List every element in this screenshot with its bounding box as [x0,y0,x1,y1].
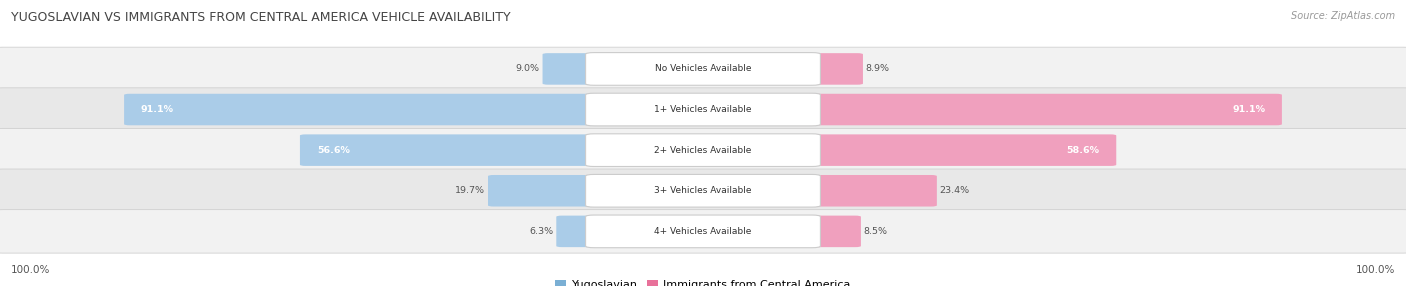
FancyBboxPatch shape [807,94,1282,125]
FancyBboxPatch shape [0,128,1406,172]
Text: 100.0%: 100.0% [1355,265,1395,275]
FancyBboxPatch shape [0,88,1406,131]
FancyBboxPatch shape [543,53,599,85]
Text: 3+ Vehicles Available: 3+ Vehicles Available [654,186,752,195]
Text: 2+ Vehicles Available: 2+ Vehicles Available [654,146,752,155]
FancyBboxPatch shape [557,216,599,247]
Legend: Yugoslavian, Immigrants from Central America: Yugoslavian, Immigrants from Central Ame… [551,275,855,286]
Text: 91.1%: 91.1% [141,105,174,114]
Text: 4+ Vehicles Available: 4+ Vehicles Available [654,227,752,236]
FancyBboxPatch shape [488,175,599,206]
FancyBboxPatch shape [0,169,1406,212]
FancyBboxPatch shape [807,216,860,247]
Text: 23.4%: 23.4% [939,186,970,195]
FancyBboxPatch shape [585,93,821,126]
Text: Source: ZipAtlas.com: Source: ZipAtlas.com [1291,11,1395,21]
FancyBboxPatch shape [807,53,863,85]
Text: 8.9%: 8.9% [866,64,890,74]
FancyBboxPatch shape [299,134,599,166]
Text: 58.6%: 58.6% [1066,146,1099,155]
FancyBboxPatch shape [585,215,821,248]
Text: 100.0%: 100.0% [11,265,51,275]
FancyBboxPatch shape [807,134,1116,166]
FancyBboxPatch shape [585,53,821,85]
Text: 6.3%: 6.3% [530,227,554,236]
Text: 1+ Vehicles Available: 1+ Vehicles Available [654,105,752,114]
Text: YUGOSLAVIAN VS IMMIGRANTS FROM CENTRAL AMERICA VEHICLE AVAILABILITY: YUGOSLAVIAN VS IMMIGRANTS FROM CENTRAL A… [11,11,510,24]
Text: 9.0%: 9.0% [516,64,540,74]
Text: No Vehicles Available: No Vehicles Available [655,64,751,74]
Text: 91.1%: 91.1% [1232,105,1265,114]
FancyBboxPatch shape [585,134,821,166]
FancyBboxPatch shape [0,47,1406,91]
FancyBboxPatch shape [585,174,821,207]
Text: 56.6%: 56.6% [316,146,350,155]
FancyBboxPatch shape [807,175,936,206]
FancyBboxPatch shape [0,210,1406,253]
Text: 19.7%: 19.7% [456,186,485,195]
FancyBboxPatch shape [124,94,599,125]
Text: 8.5%: 8.5% [863,227,887,236]
